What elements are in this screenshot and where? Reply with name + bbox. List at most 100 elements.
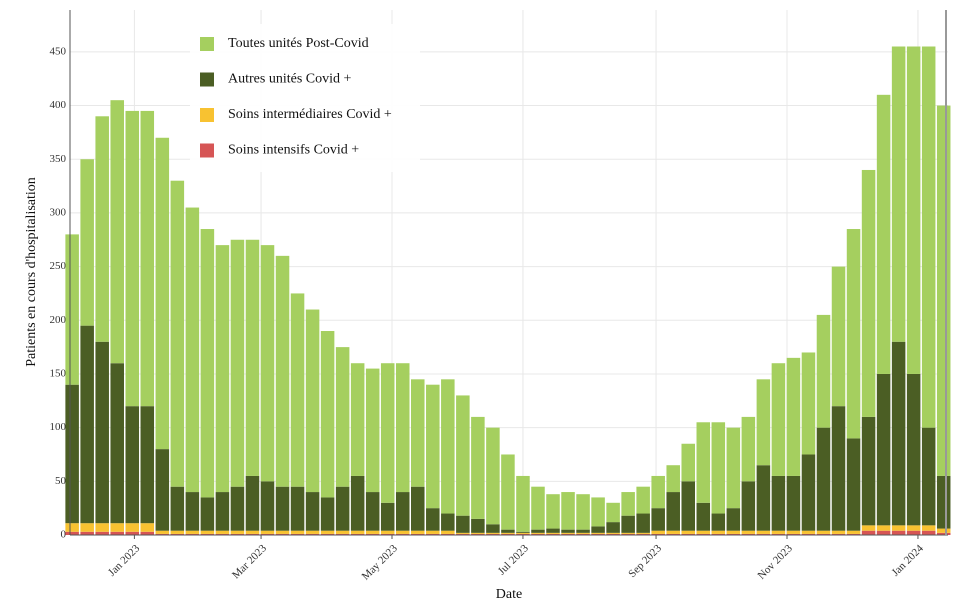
x-tick-label: Sep 2023 — [626, 542, 664, 580]
legend-label: Toutes unités Post-Covid — [228, 36, 369, 51]
bar — [531, 533, 545, 535]
bar — [501, 529, 515, 533]
bar — [380, 530, 395, 534]
bar — [846, 438, 861, 531]
y-tick-label: 400 — [50, 99, 67, 111]
bar — [816, 533, 831, 535]
y-tick-label: 0 — [61, 529, 67, 541]
bar — [200, 530, 215, 534]
bar — [666, 533, 680, 535]
bar — [891, 530, 906, 535]
bar — [170, 180, 185, 487]
bar — [636, 532, 650, 534]
bar — [290, 530, 305, 534]
bar — [456, 515, 470, 533]
bar — [395, 530, 410, 534]
bar — [861, 416, 876, 526]
bar — [906, 530, 921, 535]
legend-swatch — [200, 108, 214, 122]
bar — [861, 525, 876, 531]
bar — [245, 533, 260, 535]
bar — [621, 533, 635, 535]
bar — [651, 475, 665, 509]
bar — [486, 532, 500, 534]
bar — [441, 379, 455, 514]
bar — [876, 94, 891, 374]
bar — [516, 532, 530, 534]
bar — [65, 523, 79, 532]
x-tick-label: Jul 2023 — [496, 542, 531, 577]
bar — [921, 525, 936, 531]
bar — [170, 486, 185, 531]
bar — [365, 368, 380, 493]
bar — [335, 486, 350, 531]
bar — [80, 325, 94, 524]
bar — [681, 530, 696, 534]
bar — [936, 532, 951, 535]
bar — [260, 245, 275, 482]
bar — [591, 497, 605, 527]
bar — [215, 533, 230, 535]
bar — [756, 379, 771, 466]
bar — [801, 530, 816, 534]
bar — [756, 530, 771, 534]
bar — [290, 486, 305, 531]
bar — [471, 518, 485, 533]
bar — [275, 486, 290, 531]
bar — [831, 533, 846, 535]
bar — [516, 475, 530, 532]
bar — [395, 533, 410, 535]
bar — [771, 530, 786, 534]
bar — [546, 532, 560, 534]
bar — [591, 532, 605, 534]
bar — [561, 492, 575, 530]
bar — [936, 105, 951, 476]
bar — [531, 532, 545, 534]
bar — [411, 533, 425, 535]
bar — [441, 533, 455, 535]
bar — [621, 492, 635, 516]
bar — [546, 528, 560, 533]
bar — [711, 530, 726, 534]
bar — [456, 532, 470, 534]
bar — [305, 530, 320, 534]
bar — [245, 475, 260, 531]
bar — [666, 465, 680, 493]
x-tick-label: Jan 2024 — [889, 542, 926, 579]
bar — [636, 486, 650, 514]
bar — [801, 454, 816, 531]
bar — [155, 449, 170, 531]
bar — [831, 406, 846, 531]
bar — [95, 116, 109, 342]
bar — [621, 532, 635, 534]
bar — [140, 523, 155, 532]
bar — [486, 427, 500, 525]
bar — [335, 530, 350, 534]
bar — [155, 533, 170, 535]
legend-background — [190, 24, 420, 172]
bar — [441, 530, 455, 534]
bar — [591, 526, 605, 533]
bar — [816, 427, 831, 531]
bar — [65, 531, 79, 535]
bar — [756, 465, 771, 531]
legend-label: Soins intensifs Covid + — [228, 143, 359, 158]
y-tick-label: 300 — [50, 206, 67, 218]
bar — [155, 137, 170, 450]
bar — [320, 530, 335, 534]
y-tick-label: 150 — [50, 367, 67, 379]
bar — [275, 255, 290, 487]
bar — [260, 533, 275, 535]
bar — [320, 331, 335, 498]
bar — [80, 531, 94, 535]
bar — [411, 530, 425, 534]
bar — [576, 533, 590, 535]
bar — [350, 475, 365, 531]
bar — [711, 533, 726, 535]
bar — [696, 533, 711, 535]
bar — [395, 492, 410, 531]
bar — [350, 363, 365, 476]
bar — [380, 363, 395, 503]
bar — [411, 379, 425, 487]
bar — [681, 533, 696, 535]
